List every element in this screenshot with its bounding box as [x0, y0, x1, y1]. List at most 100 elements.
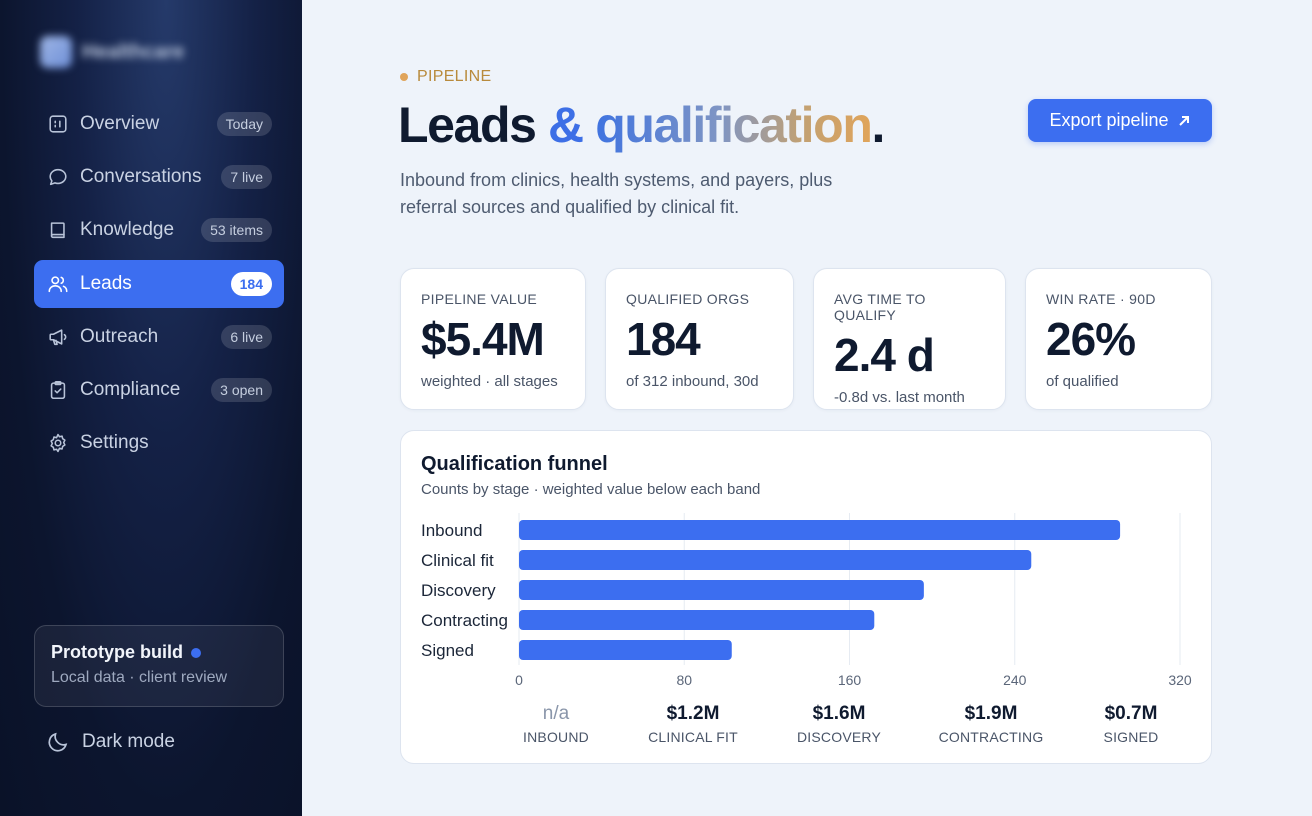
footer-value: $1.6M [812, 703, 866, 724]
dark-mode-toggle[interactable]: Dark mode [46, 730, 175, 754]
footer-label: CONTRACTING [938, 729, 1044, 745]
sidebar: Healthcare Overview Today Conversations … [0, 0, 302, 816]
footer-label: SIGNED [1103, 729, 1159, 745]
sidebar-item-label: Leads [80, 273, 132, 294]
footer-value: n/a [542, 703, 570, 724]
sidebar-item-label: Compliance [80, 379, 181, 400]
sidebar-item-conversations[interactable]: Conversations 7 live [34, 153, 284, 201]
funnel-footer-item: $0.7M SIGNED [1104, 703, 1159, 745]
brand[interactable]: Healthcare [40, 36, 184, 68]
stat-card-qualified-orgs: QUALIFIED ORGS 184 of 312 inbound, 30d [605, 268, 794, 410]
stat-card-pipeline-value: PIPELINE VALUE $5.4M weighted · all stag… [400, 268, 586, 410]
title-end: . [871, 97, 885, 153]
x-tick-label: 320 [1168, 672, 1192, 688]
status-dot-icon [191, 647, 201, 658]
stat-label: AVG TIME TO QUALIFY [834, 291, 926, 323]
category-label: Discovery [421, 581, 496, 600]
book-icon [46, 218, 70, 242]
sidebar-item-label: Outreach [80, 326, 159, 347]
x-tick-label: 0 [515, 672, 523, 688]
sidebar-item-settings[interactable]: Settings [34, 419, 284, 467]
funnel-chart: 0 80 160 240 320 Inbound Clinical fit Discovery… [421, 513, 1192, 688]
stat-value: $5.4M [421, 313, 545, 365]
title-amp: & [548, 97, 596, 153]
footer-label: DISCOVERY [796, 729, 882, 745]
gear-icon [46, 431, 70, 455]
prototype-subtitle: Local data · client review [51, 669, 228, 686]
page-subtitle: Inbound from clinics, health systems, an… [400, 170, 833, 217]
sidebar-item-badge: Today [216, 112, 272, 136]
section-eyebrow: PIPELINE [400, 68, 491, 86]
x-tick-label: 240 [1003, 672, 1027, 688]
sidebar-item-knowledge[interactable]: Knowledge 53 items [34, 206, 284, 254]
funnel-bar[interactable] [519, 580, 924, 600]
sidebar-item-overview[interactable]: Overview Today [34, 100, 284, 148]
prototype-title-row: Prototype build [51, 642, 267, 663]
stat-value: 184 [626, 313, 701, 365]
category-label: Inbound [421, 521, 482, 540]
stat-sub: -0.8d vs. last month [834, 389, 965, 406]
arrow-up-right-icon [1178, 115, 1189, 126]
title-part2: qualification [595, 97, 873, 153]
title-part1: Leads [398, 97, 548, 153]
sidebar-item-badge: 7 live [221, 165, 272, 189]
sidebar-item-leads[interactable]: Leads 184 [34, 260, 284, 308]
brand-logo [40, 36, 72, 68]
dark-mode-label: Dark mode [82, 731, 175, 752]
chat-bubble-icon [46, 165, 70, 189]
category-label: Signed [421, 641, 474, 660]
footer-label: CLINICAL FIT [648, 729, 738, 745]
footer-value: $1.2M [666, 703, 720, 724]
moon-icon [48, 732, 68, 752]
stat-card-win-rate: WIN RATE · 90D 26% of qualified [1025, 268, 1212, 410]
overview-icon [46, 112, 70, 136]
category-label: Contracting [421, 611, 508, 630]
funnel-footer-item: $1.6M DISCOVERY [797, 703, 881, 745]
stat-label: WIN RATE · 90D [1046, 291, 1156, 307]
sidebar-item-badge: 53 items [201, 218, 272, 242]
eyebrow-label: PIPELINE [417, 68, 492, 85]
funnel-bar[interactable] [519, 640, 732, 660]
chart-subtitle: Counts by stage · weighted value below e… [421, 481, 761, 498]
prototype-build-card: Prototype build Local data · client revi… [34, 625, 284, 707]
sidebar-item-label: Knowledge [80, 219, 175, 240]
stat-label: PIPELINE VALUE [421, 291, 537, 307]
footer-value: $0.7M [1104, 703, 1158, 724]
sidebar-item-label: Overview [80, 113, 160, 134]
stat-value: 2.4 d [834, 329, 935, 381]
stat-sub: weighted · all stages [421, 373, 558, 390]
export-pipeline-button[interactable]: Export pipeline [1028, 99, 1212, 142]
funnel-footer-item: $1.9M CONTRACTING [939, 703, 1044, 745]
megaphone-icon [46, 325, 70, 349]
export-pipeline-label: Export pipeline [1049, 110, 1169, 130]
chart-title: Qualification funnel [421, 453, 608, 475]
sidebar-item-badge: 6 live [221, 325, 272, 349]
x-tick-label: 160 [838, 672, 862, 688]
sidebar-item-label: Conversations [80, 166, 202, 187]
funnel-footer-item: n/a INBOUND [523, 703, 589, 745]
sidebar-item-compliance[interactable]: Compliance 3 open [34, 366, 284, 414]
category-label: Clinical fit [421, 551, 494, 570]
funnel-bar[interactable] [519, 550, 1032, 570]
sidebar-item-badge: 184 [230, 272, 272, 296]
clipboard-check-icon [46, 378, 70, 402]
funnel-bar[interactable] [519, 610, 875, 630]
stat-sub: of qualified [1046, 373, 1119, 390]
stat-label: QUALIFIED ORGS [626, 291, 750, 307]
stat-card-avg-time-to-qualify: AVG TIME TO QUALIFY 2.4 d -0.8d vs. last… [813, 268, 1006, 410]
x-tick-label: 80 [676, 672, 692, 688]
sidebar-item-label: Settings [80, 432, 149, 453]
brand-name: Healthcare [82, 40, 185, 63]
prototype-title: Prototype build [51, 642, 183, 662]
eyebrow-dot-icon [400, 73, 408, 81]
stat-sub: of 312 inbound, 30d [626, 373, 759, 390]
sidebar-item-badge: 3 open [211, 378, 272, 402]
funnel-bar[interactable] [519, 520, 1121, 540]
funnel-footer-item: $1.2M CLINICAL FIT [648, 703, 738, 745]
stat-value: 26% [1046, 313, 1136, 365]
qualification-funnel-card: Qualification funnel Counts by stage · w… [400, 430, 1212, 764]
users-icon [46, 272, 70, 296]
footer-label: INBOUND [523, 729, 589, 745]
sidebar-item-outreach[interactable]: Outreach 6 live [34, 313, 284, 361]
footer-value: $1.9M [964, 703, 1018, 724]
